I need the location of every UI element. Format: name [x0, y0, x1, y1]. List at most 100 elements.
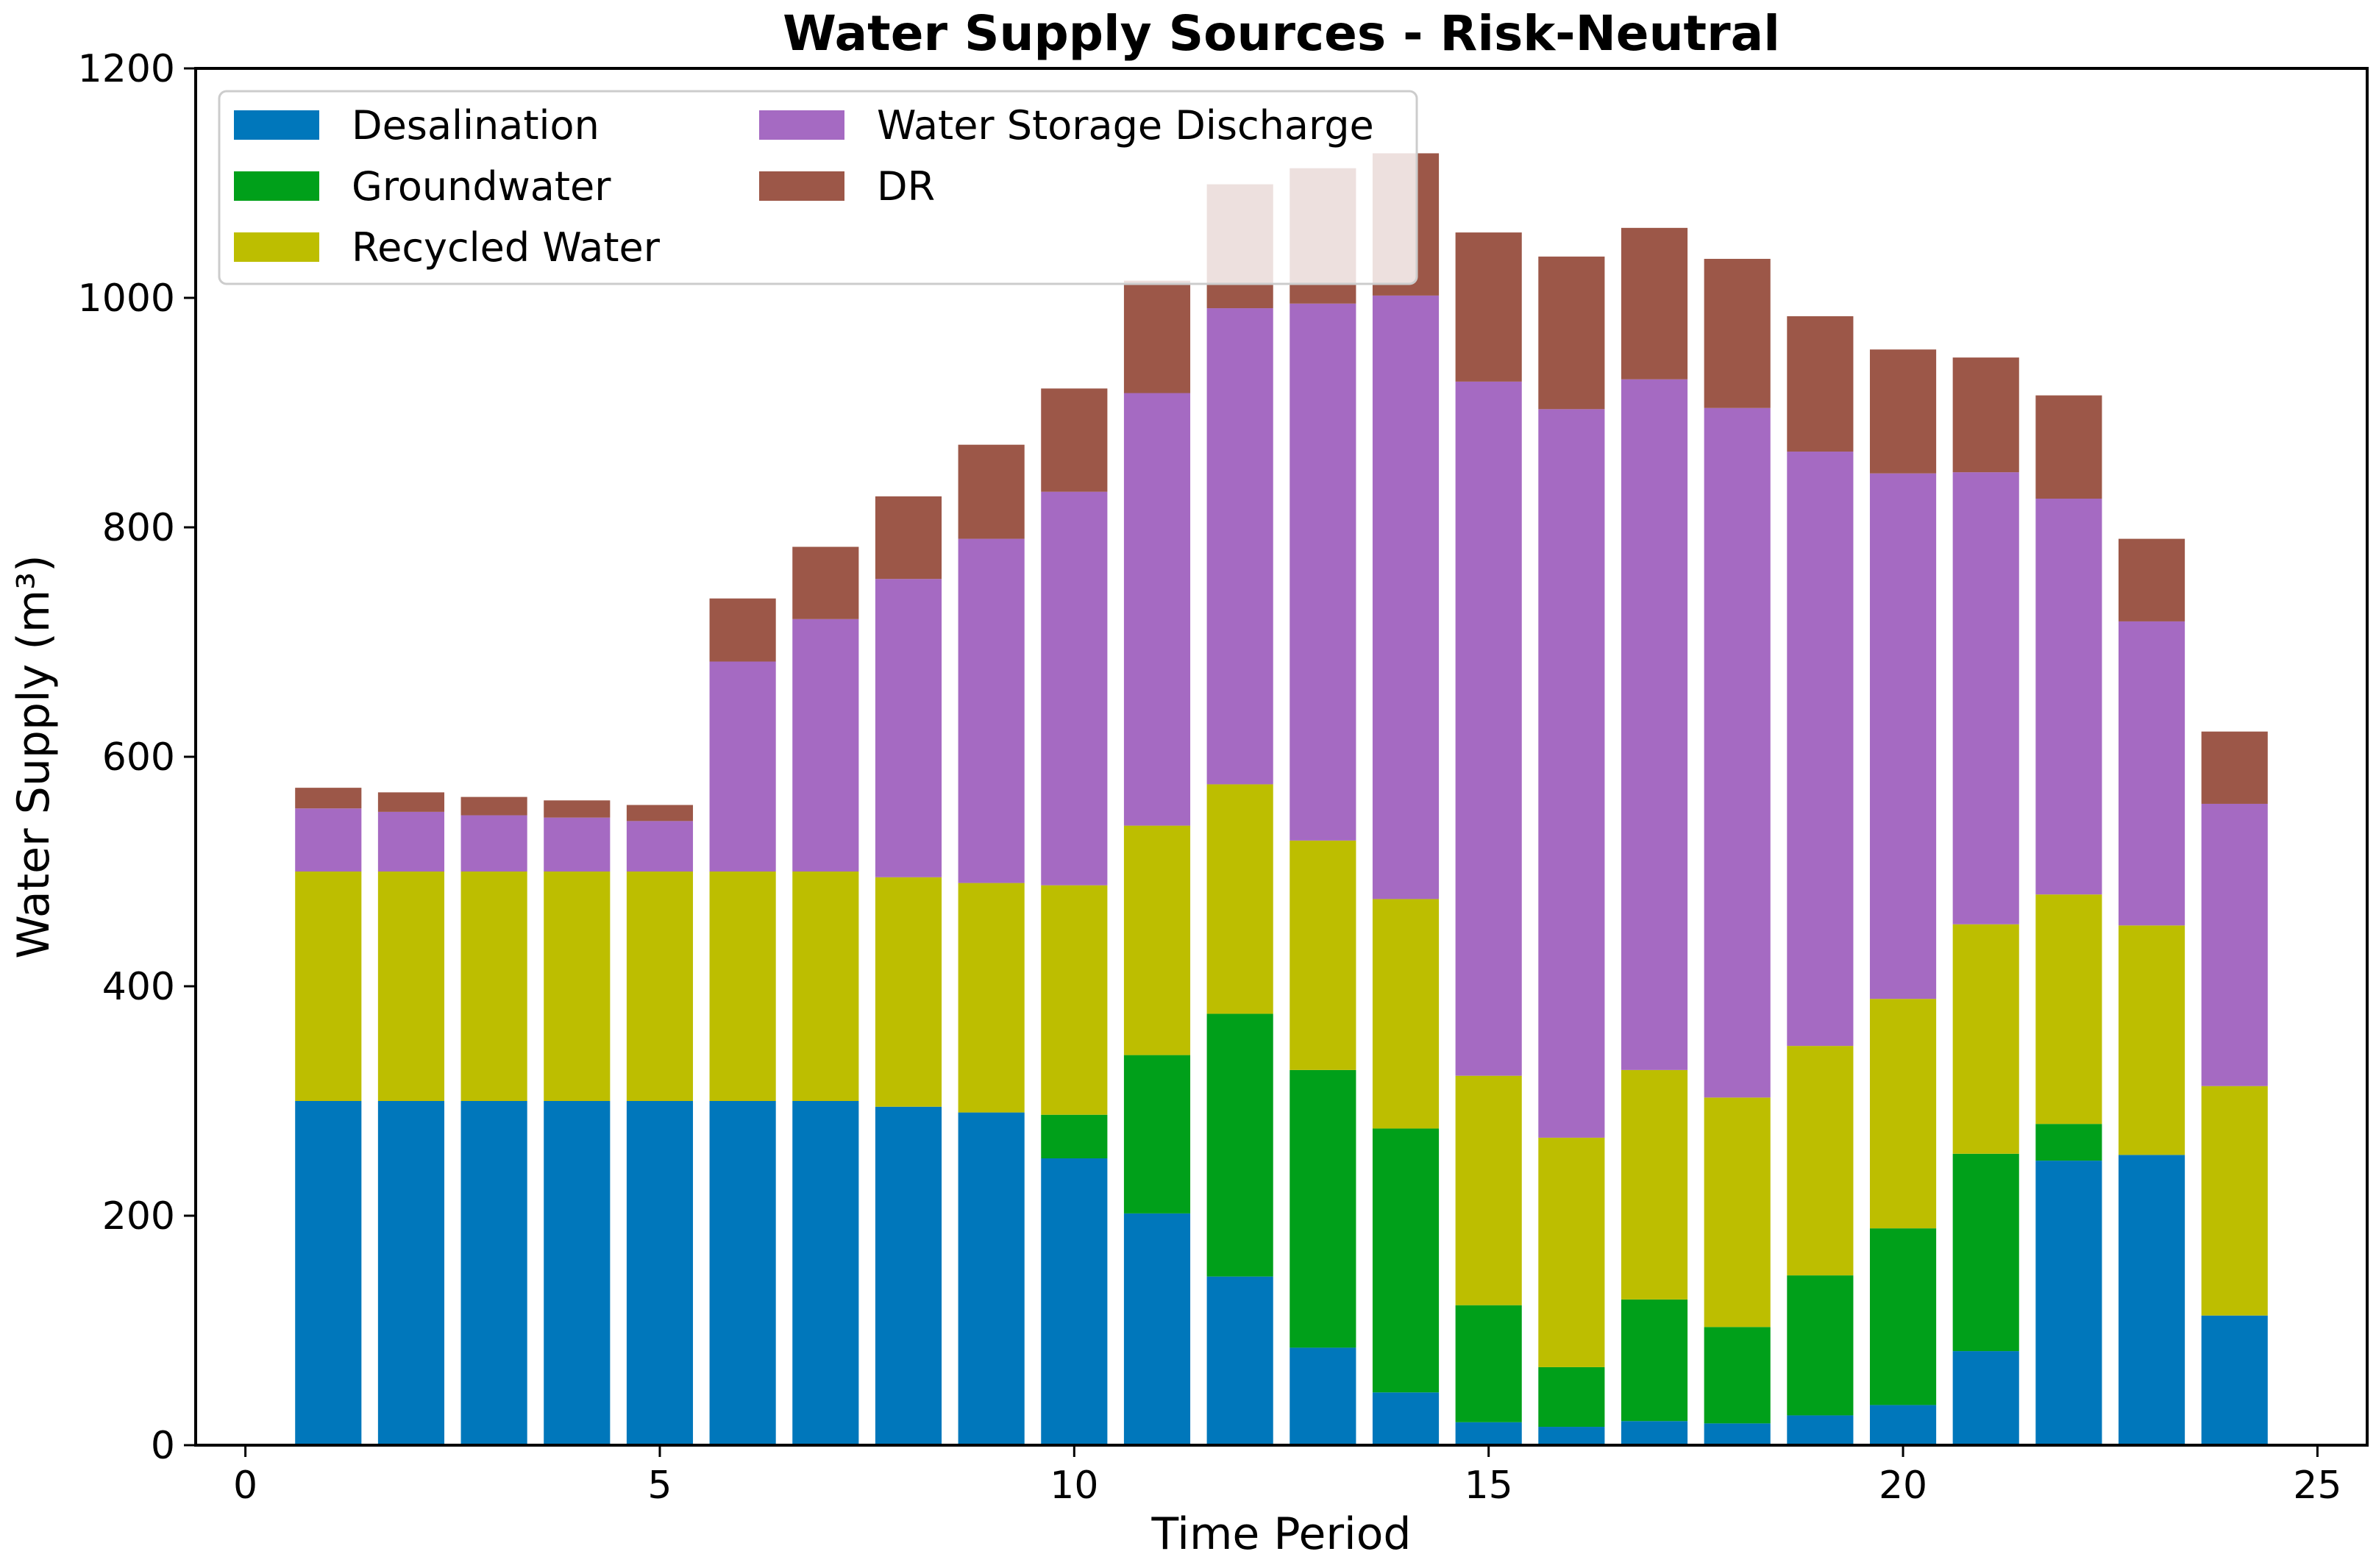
bar-recycled-water-period-5 — [626, 872, 694, 1101]
x-axis-label: Time Period — [1151, 1508, 1412, 1560]
bar-recycled-water-period-8 — [875, 877, 942, 1107]
legend: Desalination Groundwater Recycled Water Wat… — [218, 90, 1418, 285]
bar-dr-period-15 — [1455, 232, 1522, 382]
bar-dr-period-3 — [460, 797, 527, 816]
bar-water-storage-discharge-period-13 — [1290, 303, 1356, 841]
bar-water-storage-discharge-period-12 — [1206, 308, 1273, 785]
y-tick-label: 0 — [151, 1424, 175, 1468]
bar-dr-period-2 — [377, 792, 445, 812]
legend-swatch-recycled-water — [234, 232, 319, 262]
bar-groundwater-period-12 — [1206, 1013, 1273, 1277]
bar-water-storage-discharge-period-9 — [958, 538, 1025, 883]
bar-dr-period-7 — [792, 546, 859, 619]
bar-desalination-period-8 — [875, 1106, 942, 1445]
y-tick-label: 200 — [102, 1194, 175, 1239]
legend-items: Desalination Groundwater Recycled Water Wat… — [234, 102, 1374, 271]
bar-recycled-water-period-19 — [1787, 1046, 1854, 1276]
bar-water-storage-discharge-period-4 — [544, 817, 611, 872]
bar-desalination-period-5 — [626, 1101, 694, 1445]
bar-dr-period-18 — [1704, 258, 1771, 408]
bar-desalination-period-12 — [1206, 1276, 1273, 1445]
bar-recycled-water-period-12 — [1206, 784, 1273, 1014]
bar-recycled-water-period-21 — [1952, 924, 2019, 1154]
x-tick-label: 10 — [1050, 1464, 1098, 1508]
bar-groundwater-period-14 — [1372, 1128, 1440, 1393]
bar-desalination-period-21 — [1952, 1351, 2019, 1445]
x-tick-label: 0 — [233, 1464, 257, 1508]
bar-desalination-period-11 — [1123, 1213, 1191, 1445]
bar-groundwater-period-20 — [1869, 1228, 1937, 1405]
bar-dr-period-19 — [1787, 316, 1854, 452]
bar-recycled-water-period-22 — [2035, 894, 2102, 1125]
bar-water-storage-discharge-period-18 — [1704, 407, 1771, 1098]
legend-swatch-groundwater — [234, 171, 319, 201]
bar-recycled-water-period-6 — [709, 872, 776, 1101]
x-tick-label: 25 — [2293, 1464, 2341, 1508]
bar-recycled-water-period-2 — [377, 872, 445, 1101]
bar-desalination-period-24 — [2201, 1315, 2268, 1445]
bar-desalination-period-3 — [460, 1101, 527, 1445]
bar-water-storage-discharge-period-20 — [1869, 473, 1937, 999]
bar-water-storage-discharge-period-2 — [377, 811, 445, 872]
legend-label-water-storage-discharge: Water Storage Discharge — [877, 102, 1374, 149]
bar-dr-period-16 — [1538, 256, 1605, 410]
bar-water-storage-discharge-period-17 — [1621, 379, 1688, 1070]
bar-dr-period-4 — [544, 800, 611, 818]
bar-recycled-water-period-1 — [295, 872, 362, 1101]
legend-label-groundwater: Groundwater — [352, 163, 611, 210]
bar-recycled-water-period-20 — [1869, 999, 1937, 1229]
bar-dr-period-8 — [875, 496, 942, 580]
x-tick-label: 20 — [1879, 1464, 1927, 1508]
bar-desalination-period-18 — [1704, 1423, 1771, 1445]
bar-dr-period-20 — [1869, 349, 1937, 474]
y-tick-label: 1000 — [78, 277, 175, 321]
bar-desalination-period-4 — [544, 1101, 611, 1445]
legend-label-dr: DR — [877, 163, 935, 210]
bar-water-storage-discharge-period-23 — [2118, 621, 2185, 926]
y-axis: 0 200 400 600 800 1000 1200 — [78, 47, 196, 1468]
bar-desalination-period-6 — [709, 1101, 776, 1445]
bar-groundwater-period-13 — [1290, 1069, 1356, 1348]
bar-water-storage-discharge-period-19 — [1787, 452, 1854, 1047]
bar-desalination-period-23 — [2118, 1155, 2185, 1445]
bar-recycled-water-period-7 — [792, 872, 859, 1101]
bar-desalination-period-22 — [2035, 1161, 2102, 1445]
y-tick-label: 800 — [102, 506, 175, 550]
bar-recycled-water-period-24 — [2201, 1086, 2268, 1316]
y-axis-label: Water Supply (m³) — [8, 555, 60, 958]
bar-dr-period-11 — [1123, 280, 1191, 393]
bar-recycled-water-period-17 — [1621, 1069, 1688, 1300]
bar-desalination-period-19 — [1787, 1415, 1854, 1445]
bar-groundwater-period-18 — [1704, 1327, 1771, 1424]
bar-water-storage-discharge-period-14 — [1372, 295, 1440, 899]
bar-water-storage-discharge-period-15 — [1455, 381, 1522, 1076]
bar-desalination-period-14 — [1372, 1392, 1440, 1445]
bar-water-storage-discharge-period-1 — [295, 808, 362, 872]
bar-dr-period-9 — [958, 444, 1025, 539]
legend-swatch-dr — [759, 171, 844, 201]
legend-label-recycled-water: Recycled Water — [352, 224, 661, 271]
legend-swatch-water-storage-discharge — [759, 110, 844, 140]
bar-desalination-period-20 — [1869, 1405, 1937, 1445]
bar-recycled-water-period-11 — [1123, 825, 1191, 1055]
bar-groundwater-period-10 — [1041, 1114, 1108, 1158]
bar-recycled-water-period-10 — [1041, 885, 1108, 1115]
bar-recycled-water-period-3 — [460, 872, 527, 1101]
bar-dr-period-6 — [709, 598, 776, 662]
chart-title: Water Supply Sources - Risk-Neutral — [783, 5, 1780, 62]
bar-recycled-water-period-18 — [1704, 1097, 1771, 1328]
bar-water-storage-discharge-period-11 — [1123, 393, 1191, 826]
bar-recycled-water-period-9 — [958, 883, 1025, 1113]
bar-water-storage-discharge-period-10 — [1041, 491, 1108, 885]
bar-dr-period-1 — [295, 788, 362, 809]
bar-dr-period-24 — [2201, 731, 2268, 804]
bars-layer — [295, 153, 2268, 1445]
bar-desalination-period-9 — [958, 1112, 1025, 1445]
bar-groundwater-period-16 — [1538, 1366, 1605, 1428]
bar-water-storage-discharge-period-3 — [460, 815, 527, 872]
x-axis: 0 5 10 15 20 25 — [233, 1445, 2341, 1508]
bar-desalination-period-13 — [1290, 1347, 1356, 1445]
bar-dr-period-22 — [2035, 395, 2102, 499]
bar-desalination-period-17 — [1621, 1421, 1688, 1445]
